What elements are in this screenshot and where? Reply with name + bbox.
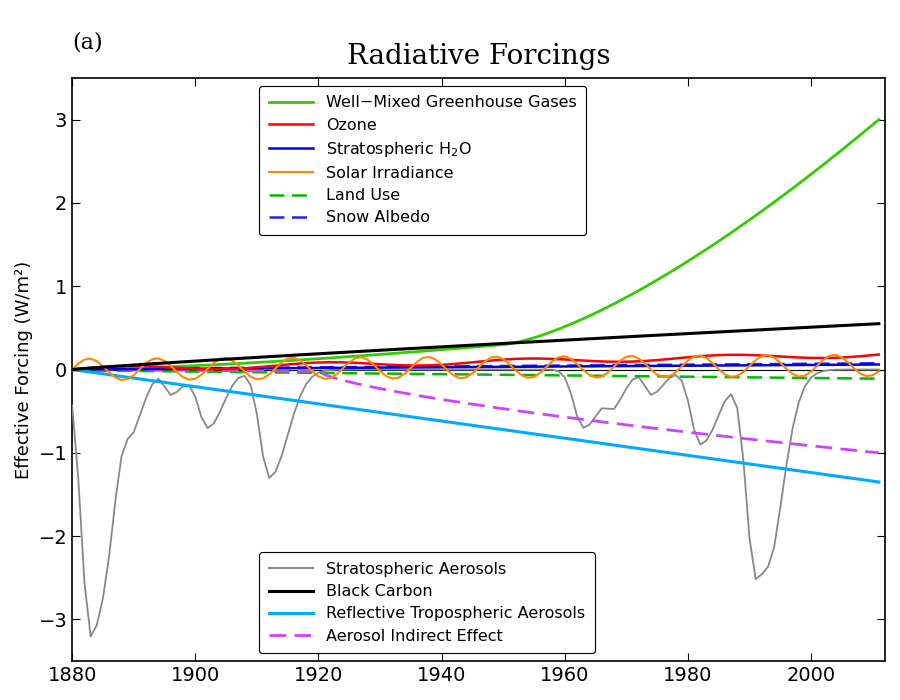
Title: Radiative Forcings: Radiative Forcings — [346, 43, 610, 70]
Text: (a): (a) — [72, 32, 103, 53]
Legend: Stratospheric Aerosols, Black Carbon, Reflective Tropospheric Aerosols, Aerosol : Stratospheric Aerosols, Black Carbon, Re… — [259, 552, 595, 653]
Y-axis label: Effective Forcing (W/m²): Effective Forcing (W/m²) — [15, 260, 33, 479]
